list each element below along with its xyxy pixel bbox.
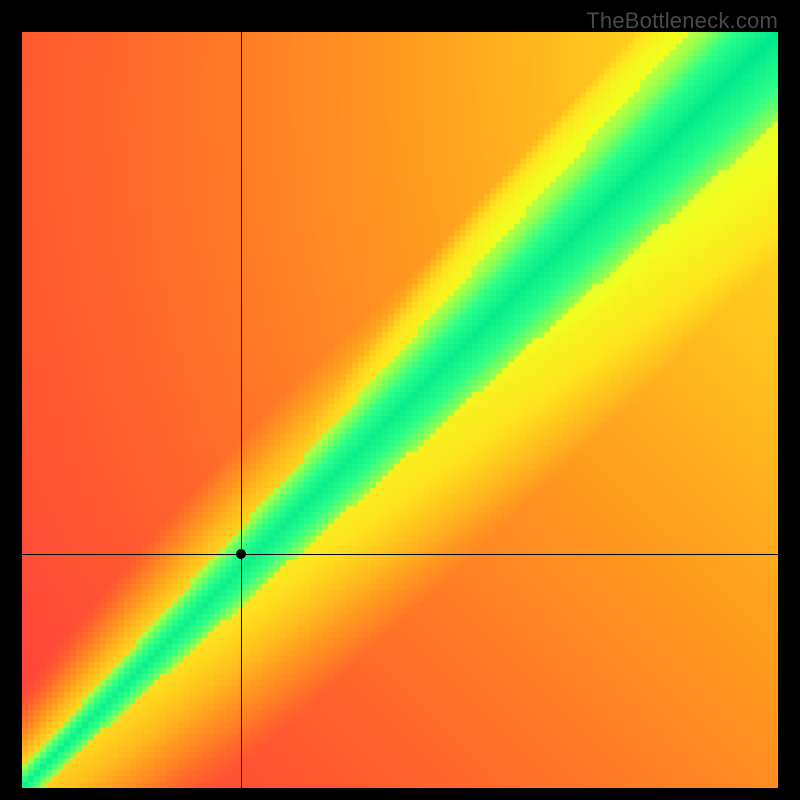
chart-container: TheBottleneck.com xyxy=(0,0,800,800)
heatmap-plot xyxy=(22,32,778,788)
crosshair-vertical xyxy=(241,32,242,788)
crosshair-horizontal xyxy=(22,554,778,555)
heatmap-canvas xyxy=(22,32,778,788)
crosshair-marker-dot xyxy=(236,549,246,559)
watermark-text: TheBottleneck.com xyxy=(586,8,778,34)
